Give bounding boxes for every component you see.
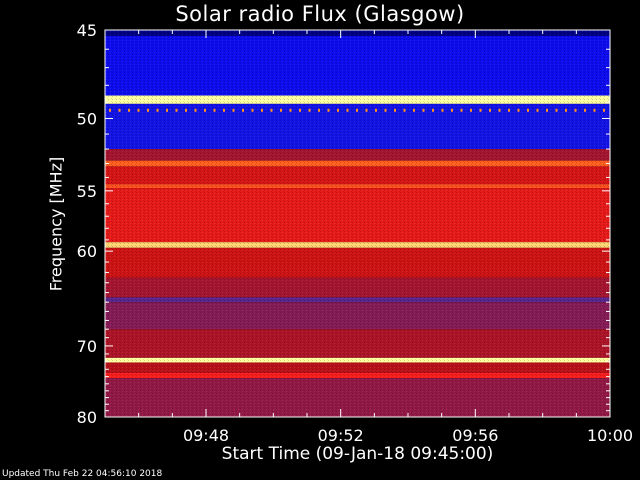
spike-marker	[413, 108, 415, 112]
spike-marker	[204, 108, 206, 112]
spike-marker	[365, 108, 368, 112]
spike-marker	[261, 108, 263, 112]
spike-marker	[498, 108, 501, 112]
spike-marker	[470, 108, 472, 112]
spike-marker	[185, 108, 187, 112]
spike-marker	[175, 108, 178, 112]
spike-marker	[327, 108, 330, 112]
x-tick-label: 09:48	[183, 426, 229, 445]
spike-marker	[394, 108, 396, 112]
x-tick-label: 10:00	[587, 426, 633, 445]
spike-marker	[546, 108, 548, 112]
x-tick-label: 09:52	[318, 426, 364, 445]
y-axis-label: Frequency [MHz]	[46, 156, 66, 292]
spike-marker	[574, 108, 577, 112]
spike-marker	[270, 108, 273, 112]
spike-marker	[242, 108, 244, 112]
spike-marker	[584, 108, 586, 112]
spike-marker	[527, 108, 529, 112]
spike-marker	[194, 108, 197, 112]
x-tick-label: 09:56	[452, 426, 498, 445]
spike-marker	[555, 108, 558, 112]
spike-marker	[137, 108, 140, 112]
plot-frame	[104, 29, 611, 418]
spike-marker	[603, 108, 605, 112]
spike-marker	[337, 108, 339, 112]
spike-marker	[280, 108, 282, 112]
spike-marker	[251, 108, 254, 112]
x-axis-label: Start Time (09-Jan-18 09:45:00)	[221, 444, 494, 464]
speckle-overlay	[105, 30, 610, 417]
spike-marker	[318, 108, 320, 112]
chart-title: Solar radio Flux (Glasgow)	[175, 2, 465, 26]
spike-marker	[232, 108, 235, 112]
y-axis-ticks: 45 50 55 60 70 80	[77, 21, 610, 427]
x-axis-ticks: 09:48 09:52 09:56 10:00	[138, 30, 633, 445]
updated-timestamp: Updated Thu Feb 22 04:56:10 2018	[2, 469, 163, 479]
y-tick-label: 70	[77, 337, 97, 356]
spike-marker	[489, 108, 491, 112]
spike-marker	[223, 108, 225, 112]
spike-marker	[460, 108, 463, 112]
y-tick-label: 60	[77, 242, 97, 261]
spike-markers	[109, 108, 605, 112]
spike-marker	[289, 108, 292, 112]
spike-marker	[565, 108, 567, 112]
spike-marker	[147, 108, 149, 112]
spike-marker	[536, 108, 539, 112]
spike-marker	[128, 108, 130, 112]
spike-marker	[375, 108, 377, 112]
spike-marker	[422, 108, 425, 112]
y-tick-label: 55	[77, 182, 97, 201]
spike-marker	[166, 108, 168, 112]
spike-marker	[346, 108, 349, 112]
spike-marker	[109, 108, 111, 112]
y-tick-label: 50	[77, 109, 97, 128]
spike-marker	[156, 108, 159, 112]
spike-marker	[451, 108, 453, 112]
y-tick-label: 80	[77, 408, 97, 427]
spike-marker	[213, 108, 216, 112]
spike-marker	[517, 108, 520, 112]
spike-marker	[508, 108, 510, 112]
spike-marker	[479, 108, 482, 112]
spike-marker	[593, 108, 596, 112]
spike-marker	[403, 108, 406, 112]
y-tick-label: 45	[77, 21, 97, 40]
spike-marker	[432, 108, 434, 112]
spike-marker	[356, 108, 358, 112]
spike-marker	[299, 108, 301, 112]
spike-marker	[118, 108, 121, 112]
spike-marker	[441, 108, 444, 112]
spike-marker	[384, 108, 387, 112]
spike-marker	[308, 108, 311, 112]
